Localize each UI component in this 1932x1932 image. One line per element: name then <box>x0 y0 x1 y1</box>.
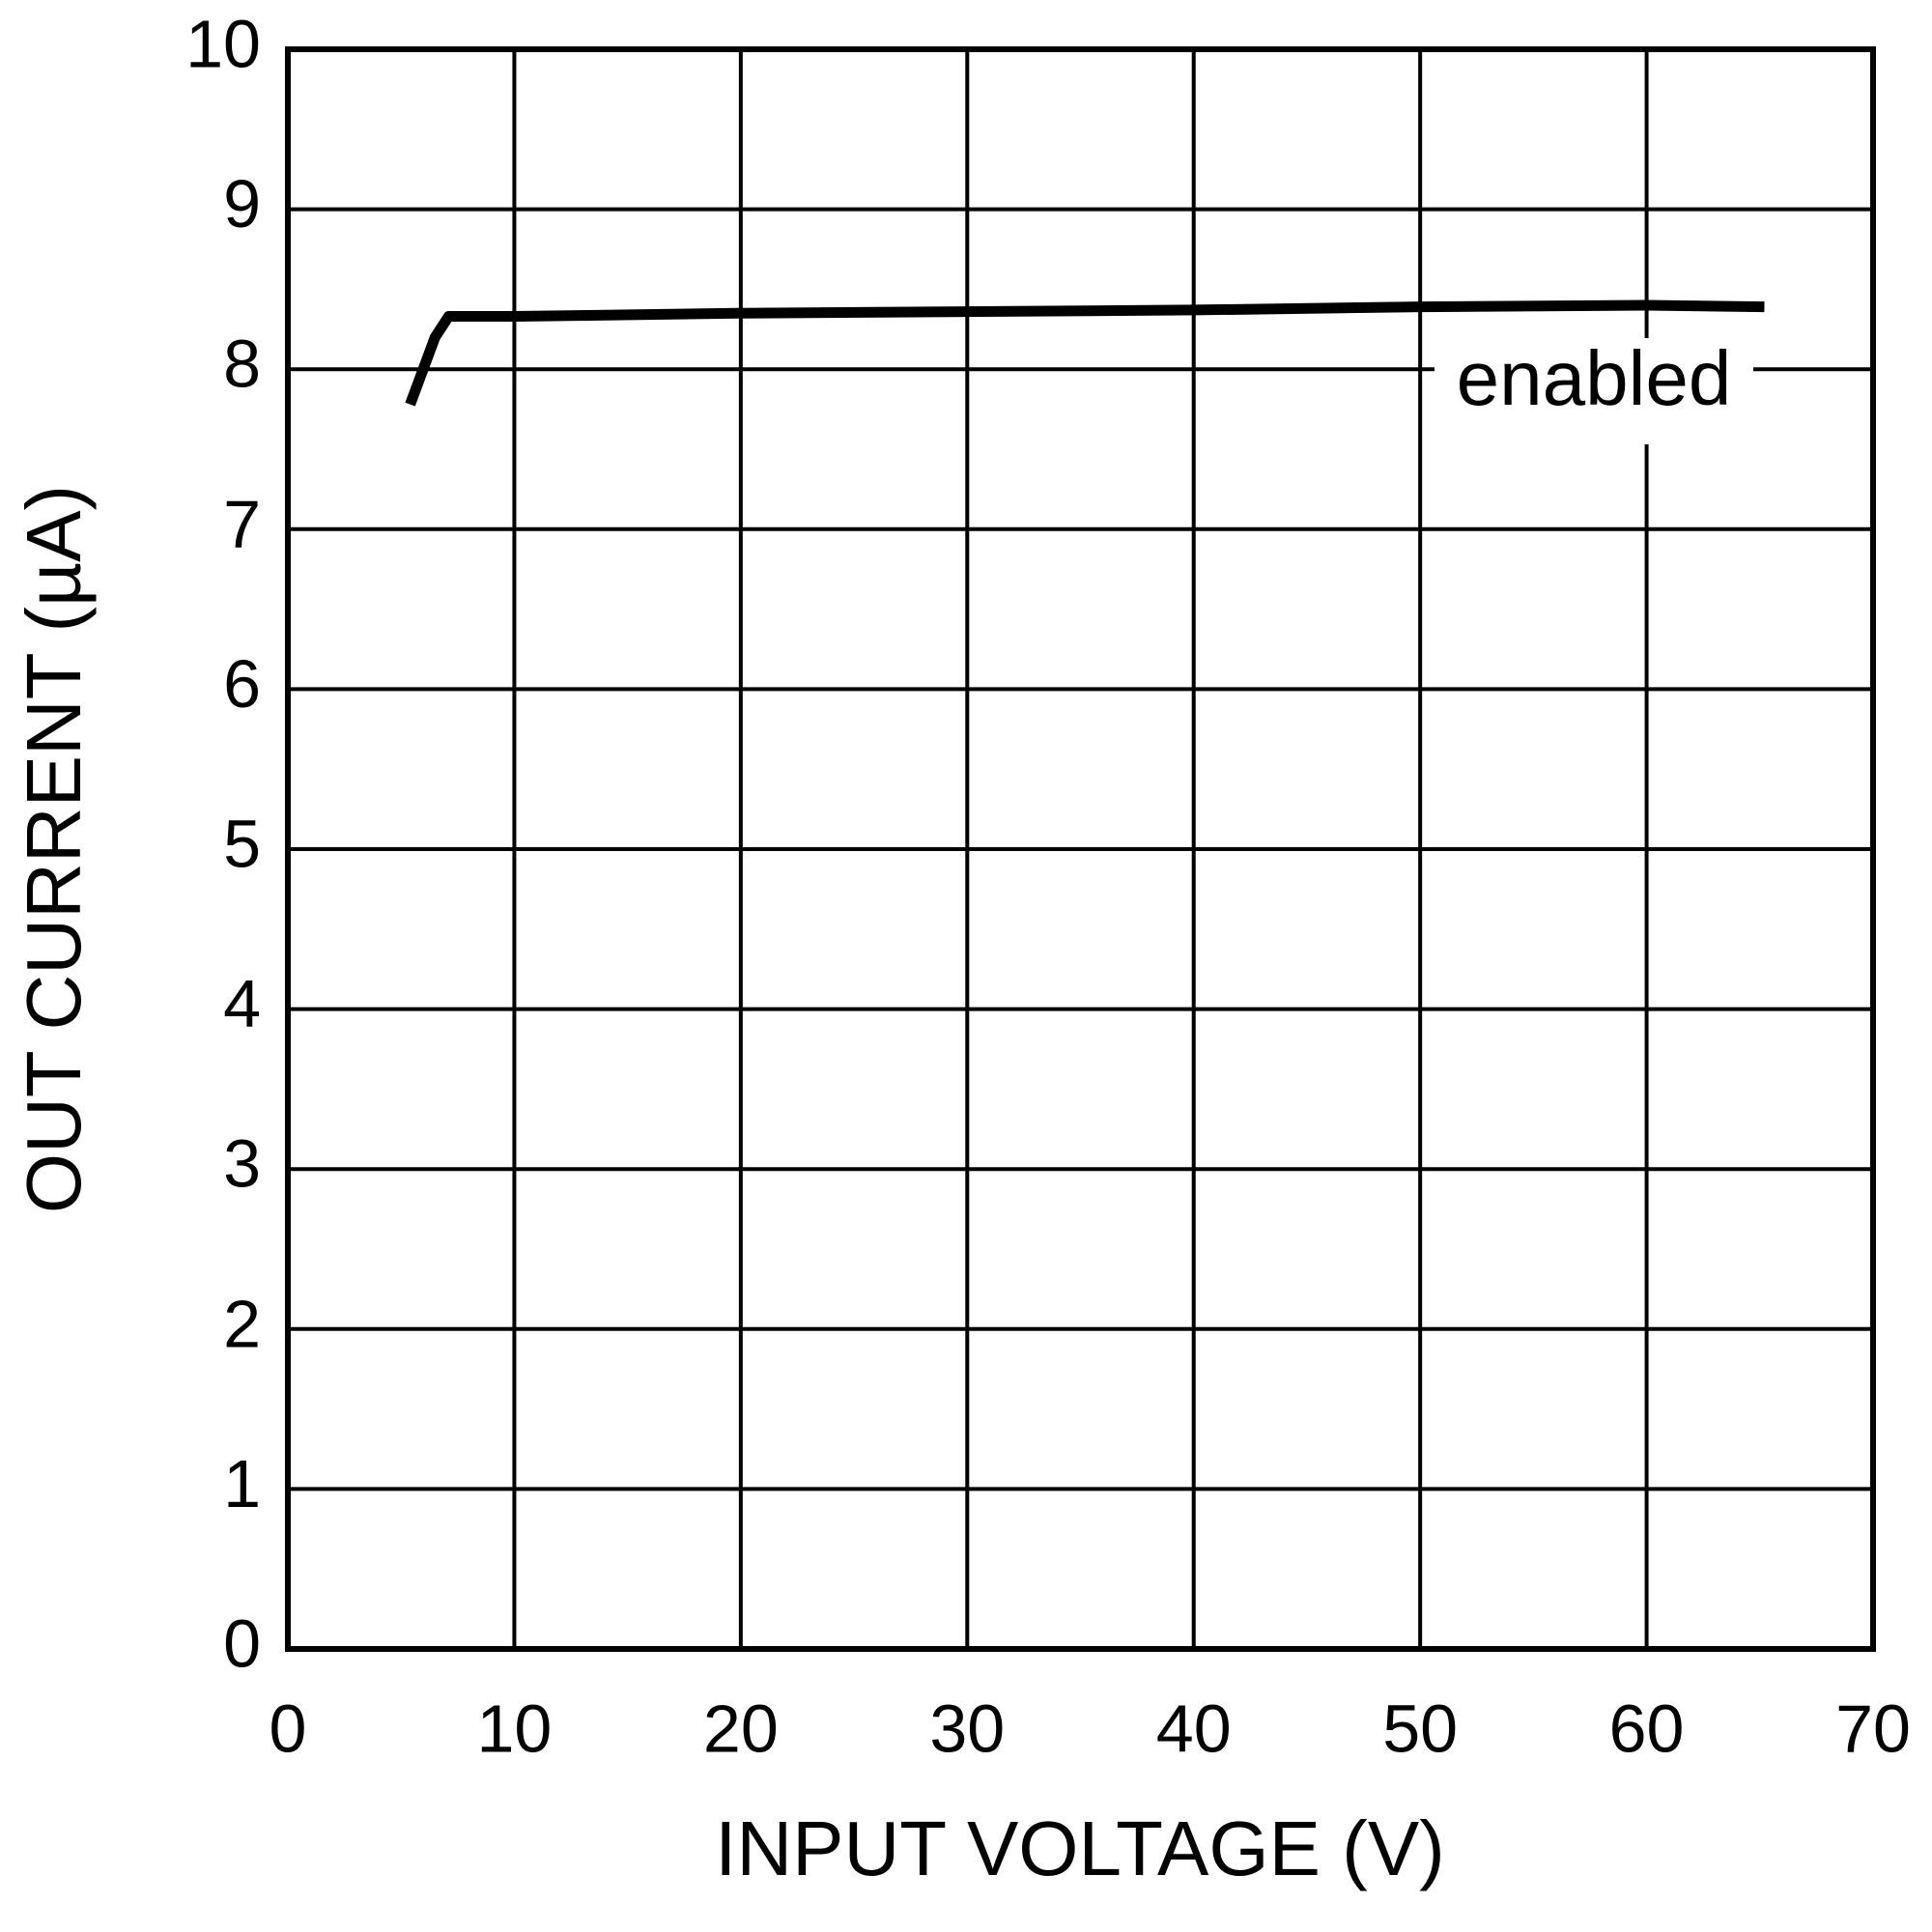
x-tick-label: 70 <box>1835 1690 1911 1766</box>
y-tick-label: 6 <box>223 646 261 722</box>
y-tick-label: 10 <box>185 6 261 81</box>
y-tick-label: 3 <box>223 1126 261 1202</box>
x-tick-label: 20 <box>703 1690 779 1766</box>
x-tick-label: 40 <box>1156 1690 1232 1766</box>
x-tick-label: 0 <box>270 1690 307 1766</box>
y-tick-label: 1 <box>223 1446 261 1521</box>
y-axis-label: OUT CURRENT (µA) <box>11 485 97 1213</box>
y-tick-label: 7 <box>223 486 261 561</box>
y-tick-label: 8 <box>223 327 261 402</box>
plot-frame <box>285 46 1876 1652</box>
x-tick-label: 10 <box>476 1690 552 1766</box>
annotation: enabled <box>1457 335 1732 421</box>
x-tick-label: 60 <box>1609 1690 1685 1766</box>
annotation-background <box>1435 338 1753 444</box>
y-tick-label: 9 <box>223 166 261 242</box>
y-tick-label: 2 <box>223 1286 261 1361</box>
data-line <box>405 299 1765 407</box>
x-tick-label: 50 <box>1382 1690 1458 1766</box>
y-tick-label: 4 <box>223 966 261 1041</box>
x-tick-label: 30 <box>929 1690 1005 1766</box>
x-axis-label: INPUT VOLTAGE (V) <box>715 1805 1445 1891</box>
y-tick-label: 5 <box>223 806 261 881</box>
y-tick-label: 0 <box>223 1605 261 1681</box>
